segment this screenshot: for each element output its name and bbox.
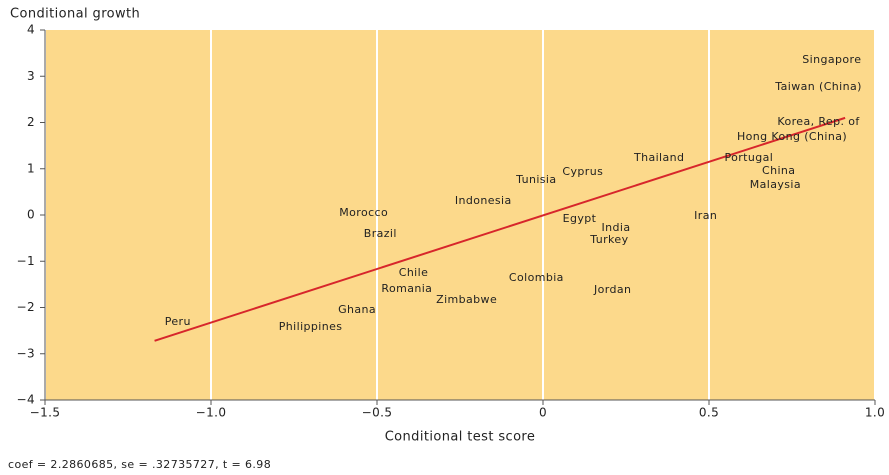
point-label: Iran <box>694 209 717 222</box>
y-tick-label: −1 <box>17 254 36 268</box>
point-label: Cyprus <box>562 165 603 178</box>
point-label: Taiwan (China) <box>774 80 862 93</box>
point-label: Zimbabwe <box>436 293 497 306</box>
point-label: Hong Kong (China) <box>737 130 847 143</box>
y-tick-label: −4 <box>17 393 36 407</box>
y-tick-label: 1 <box>27 161 35 175</box>
point-label: Egypt <box>563 212 597 225</box>
x-axis-label: Conditional test score <box>385 430 536 445</box>
y-tick-label: 3 <box>27 69 35 83</box>
point-label: Peru <box>165 315 191 328</box>
point-label: Chile <box>399 266 429 279</box>
point-label: India <box>602 221 631 234</box>
point-label: Philippines <box>279 320 343 333</box>
point-label: Colombia <box>509 271 564 284</box>
point-label: Indonesia <box>455 194 512 207</box>
point-label: Turkey <box>589 233 628 246</box>
point-label: Korea, Rep. of <box>777 115 860 128</box>
x-tick-label: 1.0 <box>865 406 885 420</box>
point-label: Morocco <box>339 206 388 219</box>
point-label: Singapore <box>802 53 861 66</box>
x-tick-label: −1.0 <box>196 406 227 420</box>
y-tick-label: 2 <box>27 115 35 129</box>
y-tick-label: −2 <box>17 300 36 314</box>
point-label: Malaysia <box>750 178 801 191</box>
y-tick-label: −3 <box>17 346 36 360</box>
point-label: Brazil <box>364 227 397 240</box>
plot-area <box>45 30 875 400</box>
point-label: Thailand <box>633 151 684 164</box>
x-tick-label: −1.5 <box>30 406 61 420</box>
x-tick-label: −0.5 <box>362 406 393 420</box>
point-label: Ghana <box>338 303 376 316</box>
point-label: Portugal <box>724 151 773 164</box>
note: coef = 2.2860685, se = .32735727, t = 6.… <box>8 458 271 471</box>
point-label: Romania <box>381 282 432 295</box>
point-label: China <box>762 164 795 177</box>
y-tick-label: 4 <box>27 23 35 37</box>
fit-line <box>154 116 846 342</box>
y-tick-label: 0 <box>27 208 35 222</box>
point-label: Jordan <box>593 283 631 296</box>
x-tick-label: 0 <box>539 406 547 420</box>
chart-title: Conditional growth <box>10 7 140 22</box>
point-label: Tunisia <box>515 173 556 186</box>
x-tick-label: 0.5 <box>699 406 719 420</box>
